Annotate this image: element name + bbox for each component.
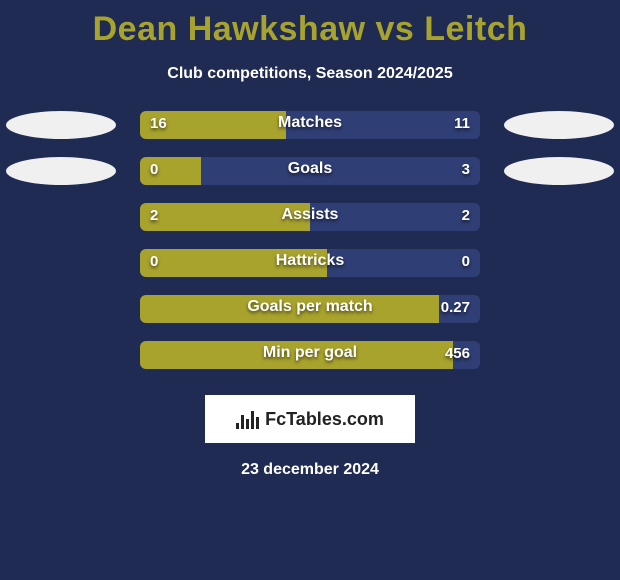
stat-value-right: 11 xyxy=(454,115,470,132)
stat-bar-left xyxy=(140,295,439,323)
stat-bar-right xyxy=(201,157,480,185)
stat-bar-track xyxy=(140,295,480,323)
page-title: Dean Hawkshaw vs Leitch xyxy=(0,0,620,49)
stat-value-right: 3 xyxy=(462,161,470,178)
stat-row: 00Hattricks xyxy=(0,249,620,295)
stat-row: 1611Matches xyxy=(0,111,620,157)
stat-value-right: 0.27 xyxy=(441,299,470,316)
date-text: 23 december 2024 xyxy=(0,461,620,479)
stat-row: 03Goals xyxy=(0,157,620,203)
stat-bar-right xyxy=(327,249,480,277)
stat-bar-track xyxy=(140,157,480,185)
stat-row: 0.27Goals per match xyxy=(0,295,620,341)
stat-value-left: 0 xyxy=(150,161,158,178)
stat-bar-right xyxy=(310,203,480,231)
team-badge-right xyxy=(504,157,614,185)
logo-text: FcTables.com xyxy=(265,409,384,430)
stat-row: 456Min per goal xyxy=(0,341,620,387)
stat-bar-track xyxy=(140,249,480,277)
stat-bar-left xyxy=(140,203,310,231)
stat-bar-track xyxy=(140,111,480,139)
stat-bar-track xyxy=(140,341,480,369)
team-badge-right xyxy=(504,111,614,139)
comparison-infographic: Dean Hawkshaw vs Leitch Club competition… xyxy=(0,0,620,580)
stat-bar-left xyxy=(140,341,453,369)
team-badge-left xyxy=(6,111,116,139)
subtitle: Club competitions, Season 2024/2025 xyxy=(0,65,620,83)
bar-chart-icon xyxy=(236,409,259,429)
stat-bar-left xyxy=(140,249,327,277)
stat-value-right: 0 xyxy=(462,253,470,270)
logo-box: FcTables.com xyxy=(205,395,415,443)
stats-rows: 1611Matches03Goals22Assists00Hattricks0.… xyxy=(0,111,620,387)
stat-row: 22Assists xyxy=(0,203,620,249)
stat-value-left: 0 xyxy=(150,253,158,270)
stat-value-left: 2 xyxy=(150,207,158,224)
stat-value-left: 16 xyxy=(150,115,167,132)
stat-bar-right xyxy=(286,111,480,139)
stat-bar-track xyxy=(140,203,480,231)
team-badge-left xyxy=(6,157,116,185)
stat-value-right: 456 xyxy=(445,345,470,362)
stat-value-right: 2 xyxy=(462,207,470,224)
